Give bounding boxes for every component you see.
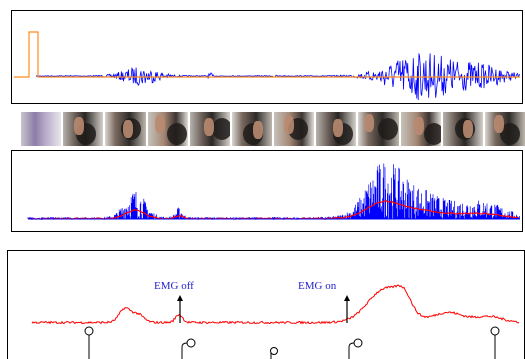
subject-arm	[364, 114, 375, 132]
movement-photo-frame	[316, 112, 357, 146]
subject-figure	[166, 123, 187, 145]
envelope-panel	[11, 150, 523, 232]
annotated-envelope-plot	[31, 284, 520, 359]
movement-photo-frame	[231, 112, 273, 146]
event-marker	[84, 326, 94, 359]
subject-arm	[462, 120, 473, 138]
subject-arm	[493, 115, 504, 133]
annotated-envelope-panel: EMG off EMG on	[7, 250, 525, 359]
subject-arm	[123, 120, 134, 138]
subject-arm	[413, 117, 424, 135]
event-marker	[348, 338, 363, 359]
movement-photo-frame	[105, 112, 146, 146]
event-marker	[181, 338, 196, 359]
movement-photo-frame	[189, 112, 230, 146]
movement-photo-frame	[484, 112, 525, 146]
subject-figure	[499, 123, 520, 145]
rectified-emg-trace	[27, 163, 520, 219]
subject-figure	[423, 123, 441, 145]
subject-arm	[252, 121, 263, 139]
movement-photo-frame	[274, 112, 315, 146]
event-marker	[270, 347, 278, 359]
movement-photo-frame	[358, 112, 399, 146]
event-marker	[490, 326, 500, 359]
emg-on-arrow	[344, 295, 350, 323]
subject-figure	[211, 118, 230, 140]
raw-emg-trace	[35, 53, 521, 101]
trigger-signal-trace	[14, 31, 520, 78]
subject-arm	[284, 116, 295, 134]
movement-photo-frame	[147, 112, 188, 146]
subject-arm	[203, 118, 214, 136]
raw-emg-plot	[14, 31, 521, 101]
movement-photo-strip	[21, 112, 525, 146]
subject-arm	[154, 115, 165, 133]
movement-photo-frame	[21, 112, 62, 146]
emg-on-label: EMG on	[298, 280, 337, 292]
emg-off-label: EMG off	[154, 280, 194, 292]
movement-photo-frame	[442, 112, 483, 146]
subject-arm	[333, 119, 344, 137]
envelope-plot	[27, 163, 520, 220]
subject-arm	[74, 117, 85, 135]
movement-photo-frame	[400, 112, 441, 146]
subject-figure	[378, 118, 399, 140]
emg-off-arrow	[177, 295, 183, 323]
movement-photo-frame	[63, 112, 104, 146]
annotated-envelope-trace	[31, 284, 520, 325]
raw-emg-panel	[11, 10, 523, 104]
